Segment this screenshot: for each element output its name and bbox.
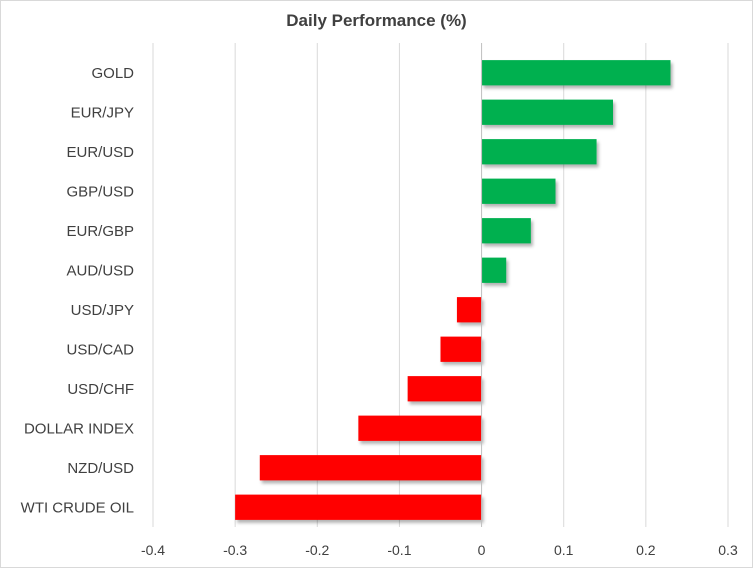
bar xyxy=(456,297,482,323)
bar xyxy=(481,60,671,86)
category-label: WTI CRUDE OIL xyxy=(21,499,134,516)
bar xyxy=(481,178,556,204)
x-tick-label: -0.4 xyxy=(141,542,165,558)
category-label: USD/CAD xyxy=(66,341,134,358)
category-label: EUR/GBP xyxy=(66,223,134,240)
bar xyxy=(481,257,507,283)
bar xyxy=(259,455,482,481)
x-tick-label: -0.1 xyxy=(387,542,411,558)
category-label: EUR/USD xyxy=(66,144,134,161)
x-tick-label: 0.3 xyxy=(718,542,738,558)
bar xyxy=(407,376,482,402)
x-tick-label: -0.3 xyxy=(223,542,247,558)
x-tick-label: 0.2 xyxy=(636,542,656,558)
bar xyxy=(358,415,482,441)
chart-title: Daily Performance (%) xyxy=(286,11,467,30)
bar xyxy=(481,139,597,165)
category-label: DOLLAR INDEX xyxy=(24,420,134,437)
x-tick-label: -0.2 xyxy=(305,542,329,558)
category-label: AUD/USD xyxy=(66,262,134,279)
bar xyxy=(481,218,531,244)
category-label: GBP/USD xyxy=(66,183,134,200)
bar xyxy=(440,336,482,362)
category-label: USD/CHF xyxy=(67,381,134,398)
bar xyxy=(235,494,482,520)
bar xyxy=(481,99,613,125)
category-label: GOLD xyxy=(91,65,134,82)
category-label: EUR/JPY xyxy=(71,104,134,121)
category-label: USD/JPY xyxy=(71,302,134,319)
x-tick-label: 0.1 xyxy=(554,542,574,558)
category-label: NZD/USD xyxy=(67,460,134,477)
x-tick-label: 0 xyxy=(478,542,486,558)
